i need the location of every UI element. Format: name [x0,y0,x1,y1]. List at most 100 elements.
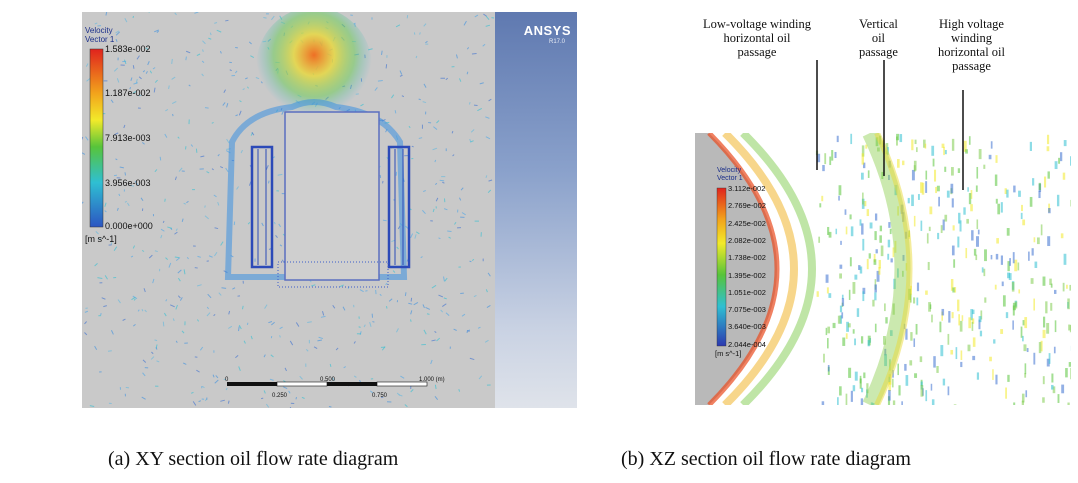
flow-vector [246,86,249,89]
flow-vector [1046,146,1050,152]
flow-vector [410,233,414,239]
flow-vector [104,202,107,207]
flow-vector [222,102,226,106]
flow-vector [85,63,89,67]
flow-vector [891,378,894,388]
flow-vector [937,232,940,240]
flow-vector [227,325,233,329]
flow-vector [859,266,863,274]
flow-vector [278,223,282,228]
legend-tick: 2.769e-002 [728,201,766,211]
flow-vector [972,337,976,347]
flow-vector [238,324,242,330]
flow-vector [160,234,163,239]
flow-vector [859,378,862,389]
legend-unit: [m s^-1] [85,234,117,244]
flow-vector [374,87,378,91]
flow-vector [399,74,403,77]
flow-vector [436,120,440,124]
flow-vector [110,330,114,335]
flow-vector [369,321,372,327]
flow-vector [453,328,457,331]
flow-vector [1021,400,1025,405]
flow-vector [1054,289,1057,294]
flow-vector [141,141,145,145]
flow-vector [392,270,396,273]
flow-vector [155,347,158,350]
flow-vector [950,349,954,355]
flow-vector [1007,272,1011,279]
flow-vector [279,335,281,338]
flow-vector [219,166,224,169]
flow-vector [884,354,888,367]
flow-vector [246,322,249,325]
flow-vector [1058,157,1061,164]
flow-vector [994,284,997,290]
flow-vector [214,379,219,384]
legend-tick: 1.738e-002 [728,253,766,263]
scale-bar [227,381,428,387]
flow-vector [154,250,158,253]
flow-vector [295,322,300,327]
flow-vector [824,153,827,165]
flow-vector [441,303,447,307]
flow-vector [942,219,945,231]
flow-vector [455,54,458,59]
flow-vector [927,261,930,271]
flow-vector [410,310,413,315]
flow-vector [928,226,931,232]
flow-vector [250,335,253,340]
flow-vector [1067,298,1070,310]
flow-vector [944,149,947,155]
flow-vector [932,158,935,167]
flow-vector [872,299,875,307]
flow-vector [887,253,890,260]
flow-vector [207,293,212,299]
flow-vector [485,289,488,293]
flow-vector [978,149,982,160]
flow-vector [1025,390,1028,398]
flow-vector [951,198,954,208]
flow-vector [395,24,401,28]
legend-tick: 7.075e-003 [728,305,766,315]
flow-vector [837,315,841,324]
flow-vector [119,166,124,169]
flow-vector [845,333,848,339]
flow-vector [115,30,120,34]
flow-vector [329,363,332,367]
annotation-vertical: Vertical oil passage [859,17,898,59]
flow-vector [198,400,202,403]
legend-colorbar [89,48,104,228]
flow-vector [113,246,118,252]
flow-vector [1038,182,1041,191]
scale-label: 1.000 (m) [419,377,445,383]
flow-vector [959,220,962,232]
flow-vector [202,40,206,45]
flow-vector [868,253,871,259]
flow-vector [105,12,108,16]
flow-vector [968,136,971,145]
flow-vector [941,308,945,316]
flow-vector [1062,282,1065,292]
flow-vector [1013,185,1016,193]
flow-vector [381,50,383,56]
flow-vector [1024,317,1028,329]
flow-vector [152,67,156,70]
flow-vector [829,156,832,166]
flow-vector [433,126,438,130]
flow-vector [227,400,230,404]
flow-vector [816,291,819,297]
flow-vector [448,236,451,239]
flow-vector [133,298,136,301]
flow-vector [850,133,853,145]
flow-vector [399,70,403,75]
flow-vector [1021,393,1025,403]
flow-vector [909,360,913,366]
flow-vector [443,297,447,300]
flow-vector [943,146,945,156]
flow-vector [1000,202,1003,213]
flow-vector [268,180,270,184]
flow-vector [181,218,184,223]
flow-vector [1032,178,1035,186]
flow-vector [479,82,484,85]
